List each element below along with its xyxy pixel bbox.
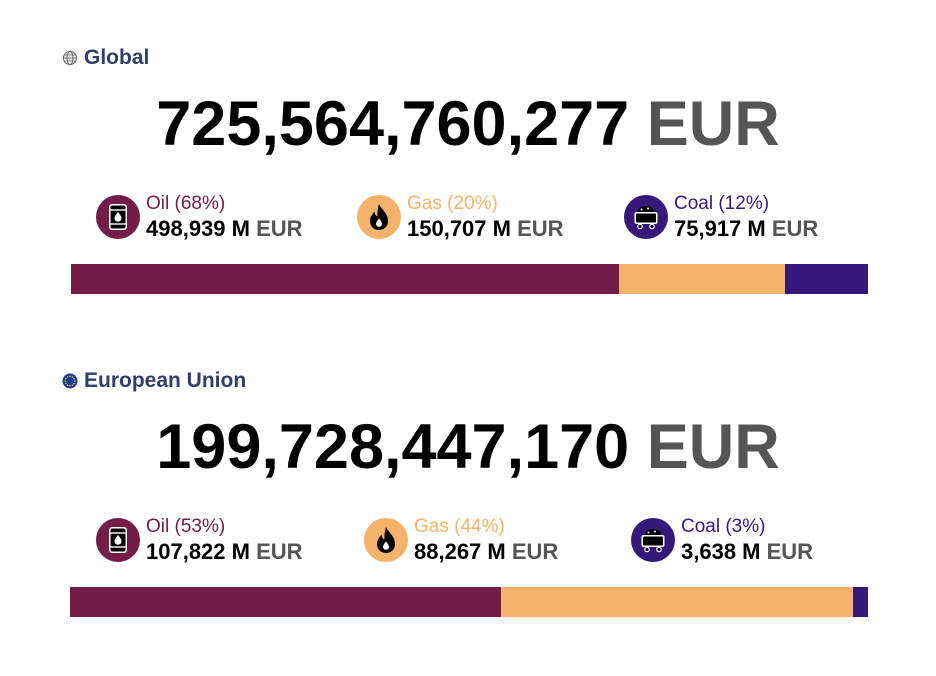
fuel-label: Oil (68%) [146, 193, 226, 214]
share-bar-oil [70, 587, 501, 617]
gas-flame-icon [357, 195, 401, 239]
fuel-item-coal: Coal (12%) 75,917 M EUR [624, 194, 818, 240]
fuel-amount: 107,822 M [146, 539, 250, 564]
oil-barrel-icon [96, 195, 140, 239]
globe-icon [62, 50, 78, 66]
total-unit: EUR [646, 412, 780, 482]
fuel-value: 107,822 M EUR [146, 541, 303, 563]
fuel-item-oil: Oil (53%) 107,822 M EUR [96, 517, 303, 563]
share-bar [70, 587, 868, 617]
fuel-amount: 3,638 M [681, 539, 761, 564]
region-title: Global [84, 46, 150, 69]
fuel-label: Coal (12%) [674, 193, 770, 214]
fuel-amount: 150,707 M [407, 216, 511, 241]
coal-cart-icon [631, 518, 675, 562]
fuel-unit: EUR [511, 539, 559, 564]
total-amount: 199,728,447,170 EUR [0, 411, 936, 483]
eu-flag-icon [62, 373, 78, 389]
region-header: Global [62, 46, 149, 70]
fuel-item-gas: Gas (44%) 88,267 M EUR [364, 517, 558, 563]
global-section: Global 725,564,760,277 EUR Oil (68%) 498… [0, 0, 936, 300]
fuel-value: 150,707 M EUR [407, 218, 564, 240]
share-bar-gas [619, 264, 785, 294]
share-bar-oil [71, 264, 620, 294]
fuel-label: Coal (3%) [681, 516, 766, 537]
total-unit: EUR [646, 89, 780, 159]
share-bar [71, 264, 868, 294]
fuel-item-gas: Gas (20%) 150,707 M EUR [357, 194, 564, 240]
total-number: 725,564,760,277 [156, 89, 630, 159]
fuel-unit: EUR [771, 216, 819, 241]
total-number: 199,728,447,170 [156, 412, 630, 482]
coal-cart-icon [624, 195, 668, 239]
fuel-amount: 75,917 M [674, 216, 766, 241]
fuel-label: Gas (20%) [407, 193, 498, 214]
region-header: European Union [62, 369, 246, 393]
fuel-value: 3,638 M EUR [681, 541, 813, 563]
fuel-unit: EUR [256, 539, 303, 564]
fuel-amount: 88,267 M [414, 539, 506, 564]
fuel-label: Gas (44%) [414, 516, 505, 537]
fuel-amount: 498,939 M [146, 216, 250, 241]
fuel-value: 498,939 M EUR [146, 218, 303, 240]
share-bar-coal [853, 587, 868, 617]
fuel-value: 88,267 M EUR [414, 541, 558, 563]
region-title: European Union [84, 369, 247, 392]
fuel-unit: EUR [517, 216, 564, 241]
share-bar-coal [784, 264, 868, 294]
fuel-item-oil: Oil (68%) 498,939 M EUR [96, 194, 303, 240]
fuel-label: Oil (53%) [146, 516, 226, 537]
fuel-unit: EUR [766, 539, 814, 564]
share-bar-gas [500, 587, 854, 617]
fuel-value: 75,917 M EUR [674, 218, 818, 240]
eu-section: European Union 199,728,447,170 EUR Oil (… [0, 323, 936, 623]
fuel-item-coal: Coal (3%) 3,638 M EUR [631, 517, 813, 563]
oil-barrel-icon [96, 518, 140, 562]
gas-flame-icon [364, 518, 408, 562]
total-amount: 725,564,760,277 EUR [0, 88, 936, 160]
fuel-unit: EUR [256, 216, 303, 241]
